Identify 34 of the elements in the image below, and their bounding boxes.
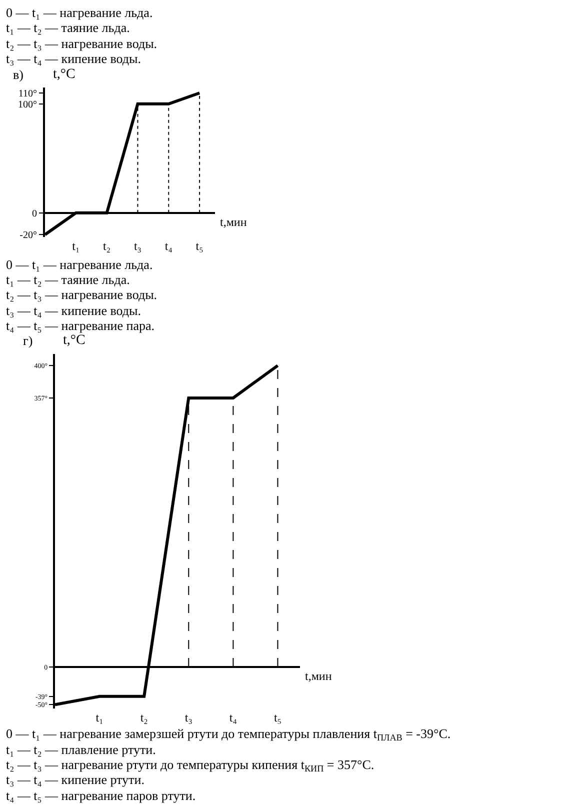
x-tick-label: t₄ xyxy=(164,238,172,253)
x-tick-label: t₁ xyxy=(96,710,104,724)
text: t₂ — t₃ — нагревание воды. xyxy=(6,36,158,51)
text: t₄ — t₅ — нагревание паров ртути. xyxy=(6,788,196,803)
y-tick-label: -20° xyxy=(20,230,37,242)
text: t₁ — t₂ — плавление ртути. xyxy=(6,742,156,757)
x-axis-title: t,мин xyxy=(220,215,248,229)
text: t₂ — t₃ — нагревание воды. xyxy=(6,287,158,302)
text: t₃ — t₄ — кипение ртути. xyxy=(6,772,144,787)
text: t₁ — t₂ — таяние льда. xyxy=(6,20,130,35)
x-tick-label: t₃ xyxy=(184,710,192,724)
text: t₄ — t₅ — нагревание пара. xyxy=(6,318,155,333)
text: t₃ — t₄ — кипение воды. xyxy=(6,51,141,66)
x-tick-label: t₅ xyxy=(274,710,282,724)
text: t₂ — t₃ — нагревание ртути до температуры кипения t$_{КИП}$ = 357°C. xyxy=(6,757,374,774)
x-tick-label: t₂ xyxy=(140,710,148,724)
x-tick-label: t₃ xyxy=(134,238,142,253)
text: 0 — t₁ — нагревание льда. xyxy=(6,257,153,272)
y-axis-title: t,°C xyxy=(63,333,86,348)
text: 0 — t₁ — нагревание льда. xyxy=(6,5,153,20)
x-tick-label: t₂ xyxy=(103,238,111,253)
x-tick-label: t₄ xyxy=(229,710,237,724)
text: 0 — t₁ — нагревание замерзшей ртути до температуры плавления t$_{ПЛАВ}$ = -39°C. xyxy=(6,726,451,743)
y-axis-title: t,°C xyxy=(53,67,76,82)
x-axis-title: t,мин xyxy=(305,669,332,683)
chart-title: г) xyxy=(23,333,33,348)
y-tick-label: 110° xyxy=(18,88,37,100)
y-tick-label: 100° xyxy=(18,99,37,110)
text: t₃ — t₄ — кипение воды. xyxy=(6,303,141,318)
x-tick-label: t₁ xyxy=(72,238,80,253)
y-tick-label: 0 xyxy=(32,208,37,220)
chart-title: в) xyxy=(13,67,24,82)
x-tick-label: t₅ xyxy=(196,238,204,253)
text: t₁ — t₂ — таяние льда. xyxy=(6,272,130,287)
